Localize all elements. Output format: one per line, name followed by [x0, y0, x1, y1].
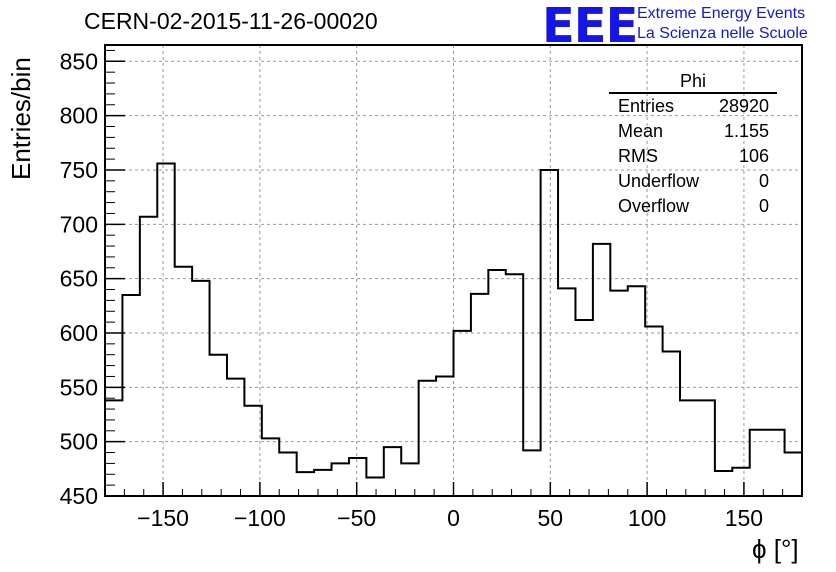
stats-label: Overflow [618, 196, 690, 216]
x-tick-label: 100 [628, 505, 666, 531]
stats-label: Mean [618, 121, 664, 141]
y-tick-label: 450 [60, 483, 98, 509]
x-tick-label: −150 [137, 505, 189, 531]
y-tick-label: 700 [60, 211, 98, 237]
stats-label: Entries [618, 96, 675, 116]
logo-line-2: La Scienza nelle Scuole [637, 25, 808, 42]
y-axis-label: Entries/bin [6, 57, 36, 180]
x-tick-label: 50 [538, 505, 564, 531]
y-tick-label: 600 [60, 320, 98, 346]
stats-value: 0 [758, 196, 769, 216]
y-tick-label: 550 [60, 374, 98, 400]
x-axis-label: ϕ [°] [752, 534, 799, 564]
stats-row-overflow: Overflow 0 [609, 194, 777, 219]
stats-label: Underflow [618, 171, 700, 191]
y-tick-label: 750 [60, 157, 98, 183]
stats-value: 28920 [718, 96, 769, 116]
stats-row-mean: Mean 1.155 [609, 119, 777, 144]
y-tick-label: 500 [60, 429, 98, 455]
eee-logo: EEE [542, 0, 638, 54]
y-axis-ticks: 450 500 550 600 650 700 750 800 850 [60, 48, 125, 509]
stats-title: Phi [609, 70, 777, 94]
stats-value: 106 [738, 146, 769, 166]
histogram-title: CERN-02-2015-11-26-00020 [84, 8, 378, 34]
stats-label: RMS [618, 146, 658, 166]
x-tick-label: −100 [234, 505, 286, 531]
stats-row-rms: RMS 106 [609, 144, 777, 169]
x-tick-label: −50 [337, 505, 376, 531]
stats-value: 1.155 [723, 121, 769, 141]
y-tick-label: 650 [60, 266, 98, 292]
y-tick-label: 800 [60, 103, 98, 129]
x-axis-ticks: −150 −100 −50 0 50 100 150 [104, 482, 803, 531]
x-tick-label: 150 [725, 505, 763, 531]
logo-line-1: Extreme Energy Events [637, 5, 806, 22]
stats-box: Phi Entries 28920 Mean 1.155 RMS 106 Underf… [609, 70, 777, 219]
stats-value: 0 [758, 171, 769, 191]
eee-logo-text: Extreme Energy Events La Scienza nelle S… [637, 4, 808, 44]
stats-row-entries: Entries 28920 [609, 94, 777, 119]
y-tick-label: 850 [60, 48, 98, 74]
x-tick-label: 0 [447, 505, 460, 531]
stats-row-underflow: Underflow 0 [609, 169, 777, 194]
histogram-line [104, 162, 802, 496]
